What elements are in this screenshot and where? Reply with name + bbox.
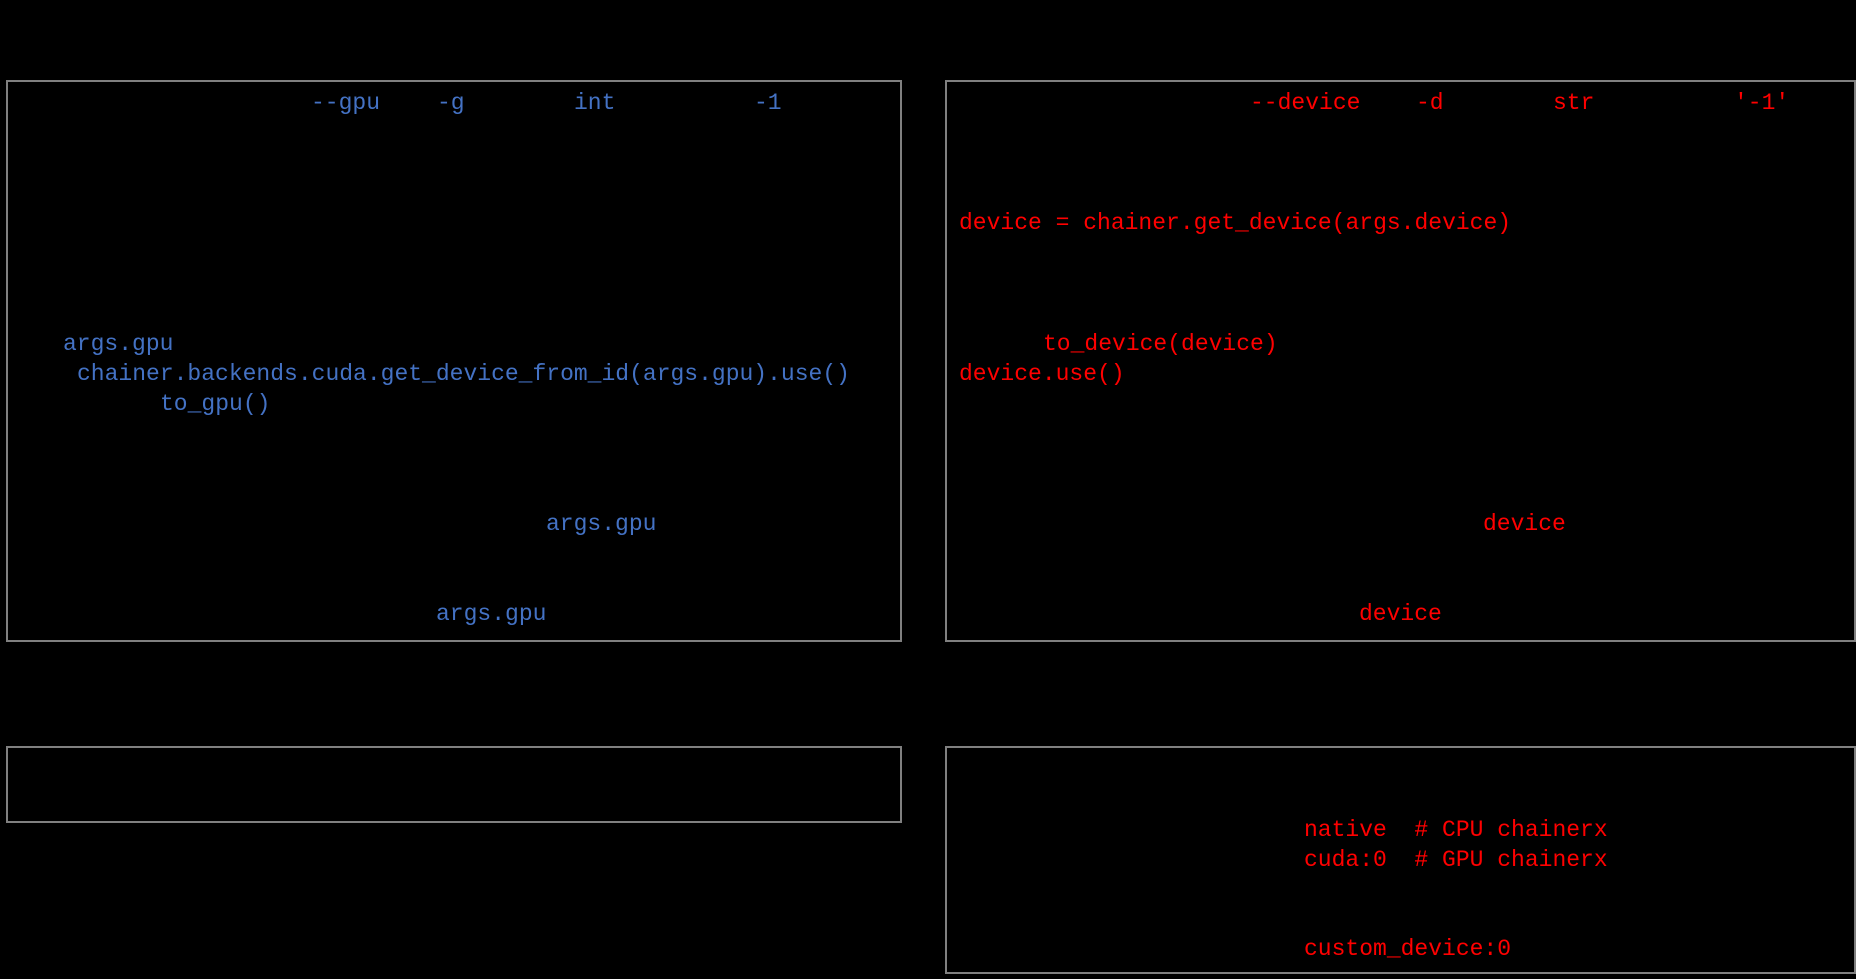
get-device-line: device = chainer.get_device(args.device) — [959, 210, 1512, 236]
gpu-reference-2: args.gpu — [436, 601, 547, 627]
gpu-option-long: --gpu — [311, 90, 381, 116]
gpu-check-variable: args.gpu — [63, 331, 174, 357]
device-specifier-panel — [945, 746, 1856, 974]
device-option-default: '-1' — [1734, 90, 1790, 116]
device-option-long: --device — [1250, 90, 1361, 116]
new-api-code-panel — [945, 80, 1856, 642]
device-reference-2: device — [1359, 601, 1442, 627]
device-specifier-native: native # CPU chainerx — [1304, 817, 1608, 843]
device-use-call: device.use() — [959, 361, 1125, 387]
device-specifier-cuda: cuda:0 # GPU chainerx — [1304, 847, 1608, 873]
device-option-type: str — [1553, 90, 1595, 116]
device-reference-1: device — [1483, 511, 1566, 537]
to-gpu-call: to_gpu() — [160, 391, 271, 417]
gpu-use-call: chainer.backends.cuda.get_device_from_id… — [77, 361, 850, 387]
gpu-option-default: -1 — [754, 90, 782, 116]
gpu-option-type: int — [574, 90, 616, 116]
gpu-option-short: -g — [437, 90, 465, 116]
gpu-reference-1: args.gpu — [546, 511, 657, 537]
device-option-short: -d — [1416, 90, 1444, 116]
device-specifier-custom: custom_device:0 — [1304, 936, 1512, 962]
old-api-code-panel — [6, 80, 902, 642]
old-api-notes-panel — [6, 746, 902, 823]
to-device-call: to_device(device) — [1043, 331, 1278, 357]
